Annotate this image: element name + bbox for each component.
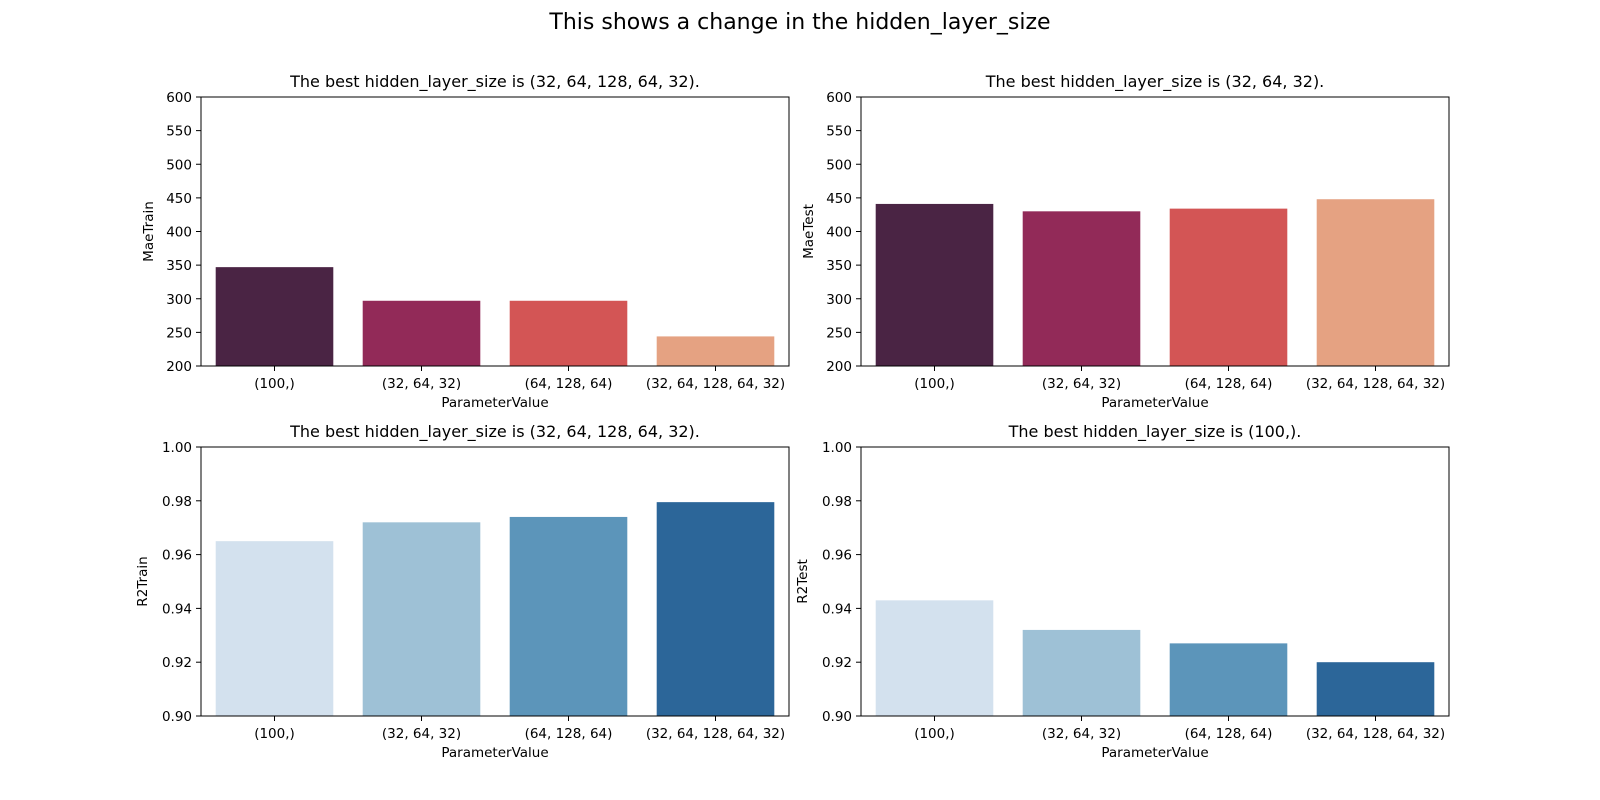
x-tick-label: (32, 64, 128, 64, 32) bbox=[646, 376, 785, 392]
bar bbox=[1022, 629, 1141, 716]
x-axis-label: ParameterValue bbox=[1101, 745, 1208, 761]
y-tick-label: 450 bbox=[166, 191, 192, 207]
chart-title: The best hidden_layer_size is (32, 64, 1… bbox=[289, 422, 700, 442]
x-tick-label: (64, 128, 64) bbox=[1185, 726, 1273, 742]
bar bbox=[362, 300, 481, 366]
bar bbox=[1316, 662, 1435, 716]
y-tick-label: 0.94 bbox=[162, 601, 192, 617]
x-tick-label: (32, 64, 128, 64, 32) bbox=[1306, 376, 1445, 392]
y-tick-label: 0.96 bbox=[822, 548, 852, 564]
y-tick-label: 200 bbox=[826, 359, 852, 375]
x-tick-label: (32, 64, 32) bbox=[382, 376, 461, 392]
bar bbox=[1022, 211, 1141, 366]
x-tick-label: (64, 128, 64) bbox=[1185, 376, 1273, 392]
y-tick-label: 450 bbox=[826, 191, 852, 207]
y-axis-label: MaeTrain bbox=[141, 201, 157, 262]
y-axis-label: R2Train bbox=[135, 556, 151, 606]
bar bbox=[215, 267, 334, 366]
chart-title: The best hidden_layer_size is (100,). bbox=[1008, 422, 1302, 442]
x-tick-label: (64, 128, 64) bbox=[525, 376, 613, 392]
y-tick-label: 550 bbox=[826, 124, 852, 140]
y-tick-label: 0.94 bbox=[822, 601, 852, 617]
x-axis-label: ParameterValue bbox=[1101, 395, 1208, 411]
x-tick-label: (100,) bbox=[914, 726, 955, 742]
y-tick-label: 1.00 bbox=[162, 440, 192, 456]
bar bbox=[1316, 199, 1435, 366]
x-tick-label: (32, 64, 128, 64, 32) bbox=[646, 726, 785, 742]
figure-title: This shows a change in the hidden_layer_… bbox=[549, 10, 1051, 35]
axes-frame bbox=[860, 446, 1450, 717]
bar bbox=[362, 522, 481, 716]
bar bbox=[656, 336, 775, 366]
y-tick-label: 0.92 bbox=[822, 655, 852, 671]
y-axis-label: R2Test bbox=[795, 559, 811, 604]
x-tick-label: (100,) bbox=[254, 376, 295, 392]
bar bbox=[875, 203, 994, 366]
y-tick-label: 0.96 bbox=[162, 548, 192, 564]
x-tick-label: (32, 64, 32) bbox=[1042, 376, 1121, 392]
axes-frame bbox=[200, 446, 790, 717]
y-tick-label: 0.90 bbox=[822, 709, 852, 725]
chart-panel-1: 200 250 300 350 400 450 500 550 600 (100,) (32, 64… bbox=[141, 72, 790, 411]
x-tick-label: (64, 128, 64) bbox=[525, 726, 613, 742]
y-tick-label: 600 bbox=[166, 90, 192, 106]
y-tick-label: 600 bbox=[826, 90, 852, 106]
y-tick-label: 0.98 bbox=[162, 494, 192, 510]
y-tick-label: 0.92 bbox=[162, 655, 192, 671]
x-tick-label: (100,) bbox=[914, 376, 955, 392]
y-tick-label: 0.98 bbox=[822, 494, 852, 510]
x-tick-label: (32, 64, 128, 64, 32) bbox=[1306, 726, 1445, 742]
y-axis-label: MaeTest bbox=[801, 204, 817, 259]
x-axis-label: ParameterValue bbox=[441, 395, 548, 411]
x-tick-label: (32, 64, 32) bbox=[382, 726, 461, 742]
y-tick-label: 350 bbox=[166, 258, 192, 274]
bar bbox=[875, 600, 994, 716]
y-tick-label: 250 bbox=[826, 325, 852, 341]
y-tick-label: 1.00 bbox=[822, 440, 852, 456]
y-tick-label: 250 bbox=[166, 325, 192, 341]
chart-panel-2: 200 250 300 350 400 450 500 550 600 (100,) (32, 64… bbox=[801, 72, 1450, 411]
chart-panel-4: 0.90 0.92 0.94 0.96 0.98 1.00 (100,) (32, 64, 3… bbox=[795, 422, 1450, 761]
bar bbox=[656, 502, 775, 716]
bar bbox=[1169, 643, 1288, 716]
y-tick-label: 500 bbox=[166, 157, 192, 173]
x-tick-label: (100,) bbox=[254, 726, 295, 742]
bar bbox=[509, 516, 628, 716]
chart-title: The best hidden_layer_size is (32, 64, 3… bbox=[985, 72, 1325, 92]
bar bbox=[1169, 208, 1288, 366]
y-tick-label: 200 bbox=[166, 359, 192, 375]
x-tick-label: (32, 64, 32) bbox=[1042, 726, 1121, 742]
y-tick-label: 300 bbox=[166, 292, 192, 308]
y-tick-label: 550 bbox=[166, 124, 192, 140]
y-tick-label: 400 bbox=[166, 225, 192, 241]
y-tick-label: 350 bbox=[826, 258, 852, 274]
y-tick-label: 300 bbox=[826, 292, 852, 308]
chart-title: The best hidden_layer_size is (32, 64, 1… bbox=[289, 72, 700, 92]
chart-panel-3: 0.90 0.92 0.94 0.96 0.98 1.00 (100,) (32, 64, 3… bbox=[135, 422, 790, 761]
y-tick-label: 400 bbox=[826, 225, 852, 241]
bar bbox=[509, 300, 628, 366]
x-axis-label: ParameterValue bbox=[441, 745, 548, 761]
y-tick-label: 0.90 bbox=[162, 709, 192, 725]
bar bbox=[215, 541, 334, 716]
y-tick-label: 500 bbox=[826, 157, 852, 173]
